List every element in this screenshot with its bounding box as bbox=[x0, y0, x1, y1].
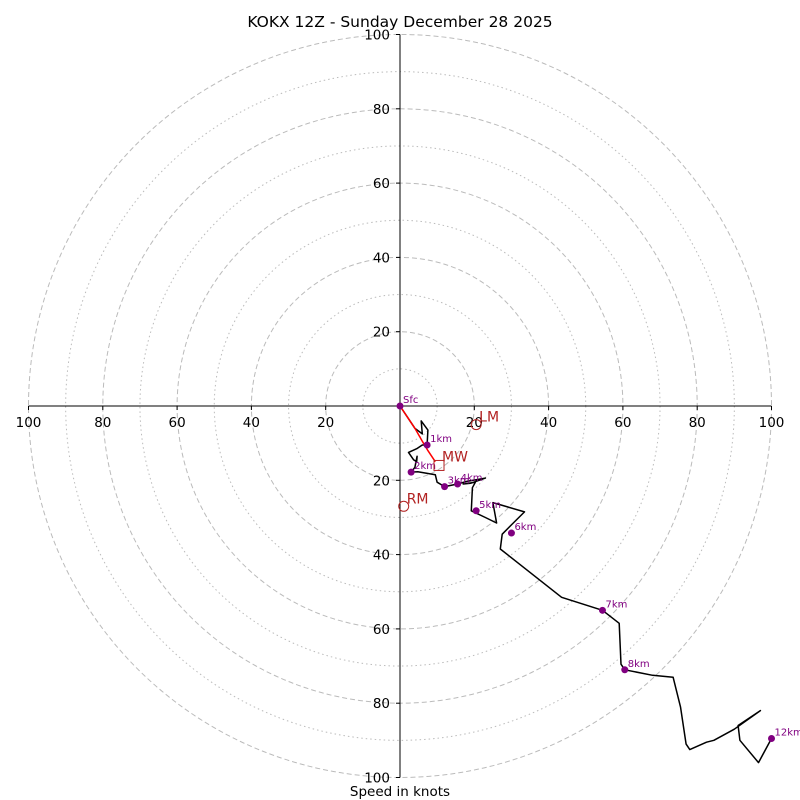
y-tick-label: 100 bbox=[364, 28, 390, 44]
height-markers: Sfc1km2km3km4km5km6km7km8km12km bbox=[396, 395, 800, 742]
x-tick-label: 100 bbox=[16, 415, 42, 431]
height-marker-1km bbox=[423, 441, 431, 449]
x-tick-label: 20 bbox=[317, 415, 334, 431]
height-marker-7km bbox=[598, 606, 606, 614]
storm-motion-markers: LM MW RM bbox=[398, 410, 499, 512]
height-label-4km: 4km bbox=[461, 473, 483, 484]
y-tick-label: 20 bbox=[373, 325, 390, 341]
height-label-12km: 12km bbox=[775, 727, 800, 738]
x-tick-label: 100 bbox=[759, 415, 785, 431]
height-marker-12km bbox=[768, 734, 775, 742]
height-label-1km: 1km bbox=[430, 434, 452, 445]
y-tick-label: 100 bbox=[364, 771, 390, 787]
low-level-shear-line bbox=[399, 405, 436, 463]
left-mover-label: LM bbox=[479, 410, 499, 426]
height-marker-6km bbox=[507, 529, 515, 537]
y-tick-label: 20 bbox=[373, 473, 390, 489]
mean-wind-label: MW bbox=[442, 449, 468, 465]
x-tick-label: 40 bbox=[243, 415, 260, 431]
hodograph-trace bbox=[399, 405, 773, 764]
x-tick-label: 60 bbox=[169, 415, 186, 431]
right-mover-label: RM bbox=[407, 491, 429, 507]
x-tick-label: 40 bbox=[540, 415, 557, 431]
height-marker-3km bbox=[441, 483, 449, 491]
left-mover-marker bbox=[470, 419, 482, 431]
x-tick-label: 80 bbox=[689, 415, 706, 431]
height-marker-4km bbox=[454, 480, 462, 488]
right-mover-marker bbox=[398, 500, 410, 512]
x-tick-label: 20 bbox=[466, 415, 483, 431]
height-label-5km: 5km bbox=[479, 500, 501, 511]
height-label-Sfc: Sfc bbox=[403, 395, 418, 406]
height-label-2km: 2km bbox=[414, 461, 436, 472]
x-tick-label: 80 bbox=[94, 415, 111, 431]
axis-ticks: 100 80 60 40 20 20 40 60 80 100 100 80 60 40 20 20 40 60 8… bbox=[16, 28, 785, 787]
x-axis-label: Speed in knots bbox=[350, 784, 450, 800]
y-tick-label: 60 bbox=[373, 622, 390, 638]
y-tick-label: 80 bbox=[373, 696, 390, 712]
height-label-8km: 8km bbox=[628, 659, 650, 670]
y-tick-label: 40 bbox=[373, 548, 390, 564]
mean-wind-marker bbox=[433, 459, 445, 471]
height-marker-8km bbox=[621, 666, 629, 674]
x-tick-label: 60 bbox=[614, 415, 631, 431]
height-label-7km: 7km bbox=[605, 599, 627, 610]
chart-title: KOKX 12Z - Sunday December 28 2025 bbox=[247, 13, 552, 31]
y-tick-label: 40 bbox=[373, 250, 390, 266]
height-marker-5km bbox=[472, 507, 480, 515]
y-tick-label: 80 bbox=[373, 102, 390, 118]
height-marker-Sfc bbox=[396, 402, 404, 410]
height-label-6km: 6km bbox=[514, 522, 536, 533]
height-marker-2km bbox=[407, 468, 415, 476]
hodograph-traces bbox=[399, 405, 773, 764]
y-tick-label: 60 bbox=[373, 176, 390, 192]
